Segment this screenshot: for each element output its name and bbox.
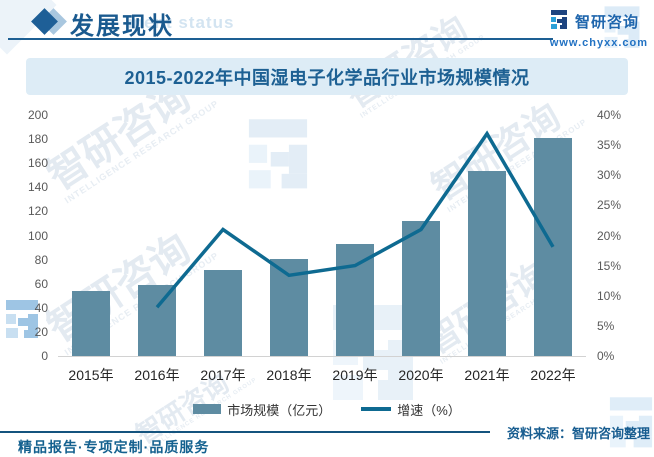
footer-divider bbox=[0, 431, 490, 433]
bar-2021年 bbox=[468, 171, 506, 356]
header-divider bbox=[8, 38, 553, 40]
right-axis-tick: 35% bbox=[597, 138, 622, 153]
bar-2022年 bbox=[534, 137, 572, 356]
left-axis-tick: 0 bbox=[41, 349, 48, 363]
left-axis-tick: 180 bbox=[27, 132, 48, 147]
x-axis-label: 2015年 bbox=[68, 367, 114, 383]
data-source: 资料来源：智研咨询整理 bbox=[506, 426, 650, 441]
legend-label: 增速（%） bbox=[397, 402, 461, 418]
left-axis-tick: 160 bbox=[27, 156, 48, 171]
diamond-bullet-icon bbox=[31, 8, 70, 36]
left-axis-tick: 40 bbox=[34, 300, 48, 315]
chart-legend: 市场规模（亿元） 增速（%） bbox=[0, 399, 654, 419]
left-axis-tick: 20 bbox=[34, 324, 48, 339]
legend-label: 市场规模（亿元） bbox=[227, 402, 332, 418]
footer-tagline: 精品报告·专项定制·品质服务 bbox=[18, 439, 210, 455]
bar-2019年 bbox=[336, 244, 374, 356]
right-axis-tick: 15% bbox=[597, 258, 622, 273]
x-axis-label: 2020年 bbox=[398, 367, 444, 383]
x-axis-line bbox=[58, 356, 586, 357]
bar-swatch-icon bbox=[193, 404, 222, 414]
right-axis-tick: 30% bbox=[597, 168, 622, 183]
right-axis-tick: 0% bbox=[597, 349, 615, 363]
x-axis-label: 2018年 bbox=[266, 367, 312, 383]
x-axis-label: 2022年 bbox=[530, 367, 576, 383]
x-axis-label: 2021年 bbox=[464, 367, 510, 383]
legend-item-growth-rate: 增速（%） bbox=[361, 400, 461, 419]
page-footer: 资料来源：智研咨询整理 精品报告·专项定制·品质服务 bbox=[0, 421, 654, 457]
section-title: 发展现状 bbox=[70, 13, 174, 40]
growth-line bbox=[155, 130, 555, 309]
left-axis-tick: 100 bbox=[27, 228, 48, 243]
left-axis-tick: 140 bbox=[27, 180, 48, 195]
left-axis-tick: 80 bbox=[34, 252, 48, 267]
x-axis-label: 2019年 bbox=[332, 367, 378, 383]
left-axis-tick: 60 bbox=[34, 276, 48, 291]
brand-name: 智研咨询 bbox=[575, 14, 640, 31]
right-axis-tick: 5% bbox=[597, 318, 615, 333]
header-english-watermark: ment status bbox=[128, 13, 235, 32]
x-axis-label: 2017年 bbox=[200, 367, 246, 383]
brand-website: www.chyxx.com bbox=[549, 37, 648, 49]
zhiyan-logo-icon bbox=[548, 8, 570, 35]
bar-2016年 bbox=[138, 285, 176, 356]
chart-title-bar: 2015-2022年中国湿电子化学品行业市场规模情况 bbox=[26, 58, 628, 95]
left-axis-tick: 120 bbox=[27, 204, 48, 219]
bar-2020年 bbox=[402, 221, 440, 356]
right-axis-tick: 40% bbox=[597, 108, 622, 122]
bar-2015年 bbox=[72, 290, 110, 356]
line-swatch-icon bbox=[361, 407, 392, 411]
right-axis-tick: 25% bbox=[597, 198, 622, 213]
right-axis-tick: 10% bbox=[597, 288, 622, 303]
chart-title: 2015-2022年中国湿电子化学品行业市场规模情况 bbox=[124, 67, 530, 88]
legend-item-market-size: 市场规模（亿元） bbox=[193, 400, 331, 419]
page-header: ment status 发展现状 智研咨询 www.chyxx.com bbox=[0, 0, 654, 52]
brand-logo: 智研咨询 www.chyxx.com bbox=[548, 8, 648, 49]
left-axis-tick: 200 bbox=[27, 108, 48, 122]
right-axis-tick: 20% bbox=[597, 228, 622, 243]
bar-2017年 bbox=[204, 270, 242, 356]
x-axis-label: 2016年 bbox=[134, 367, 180, 383]
